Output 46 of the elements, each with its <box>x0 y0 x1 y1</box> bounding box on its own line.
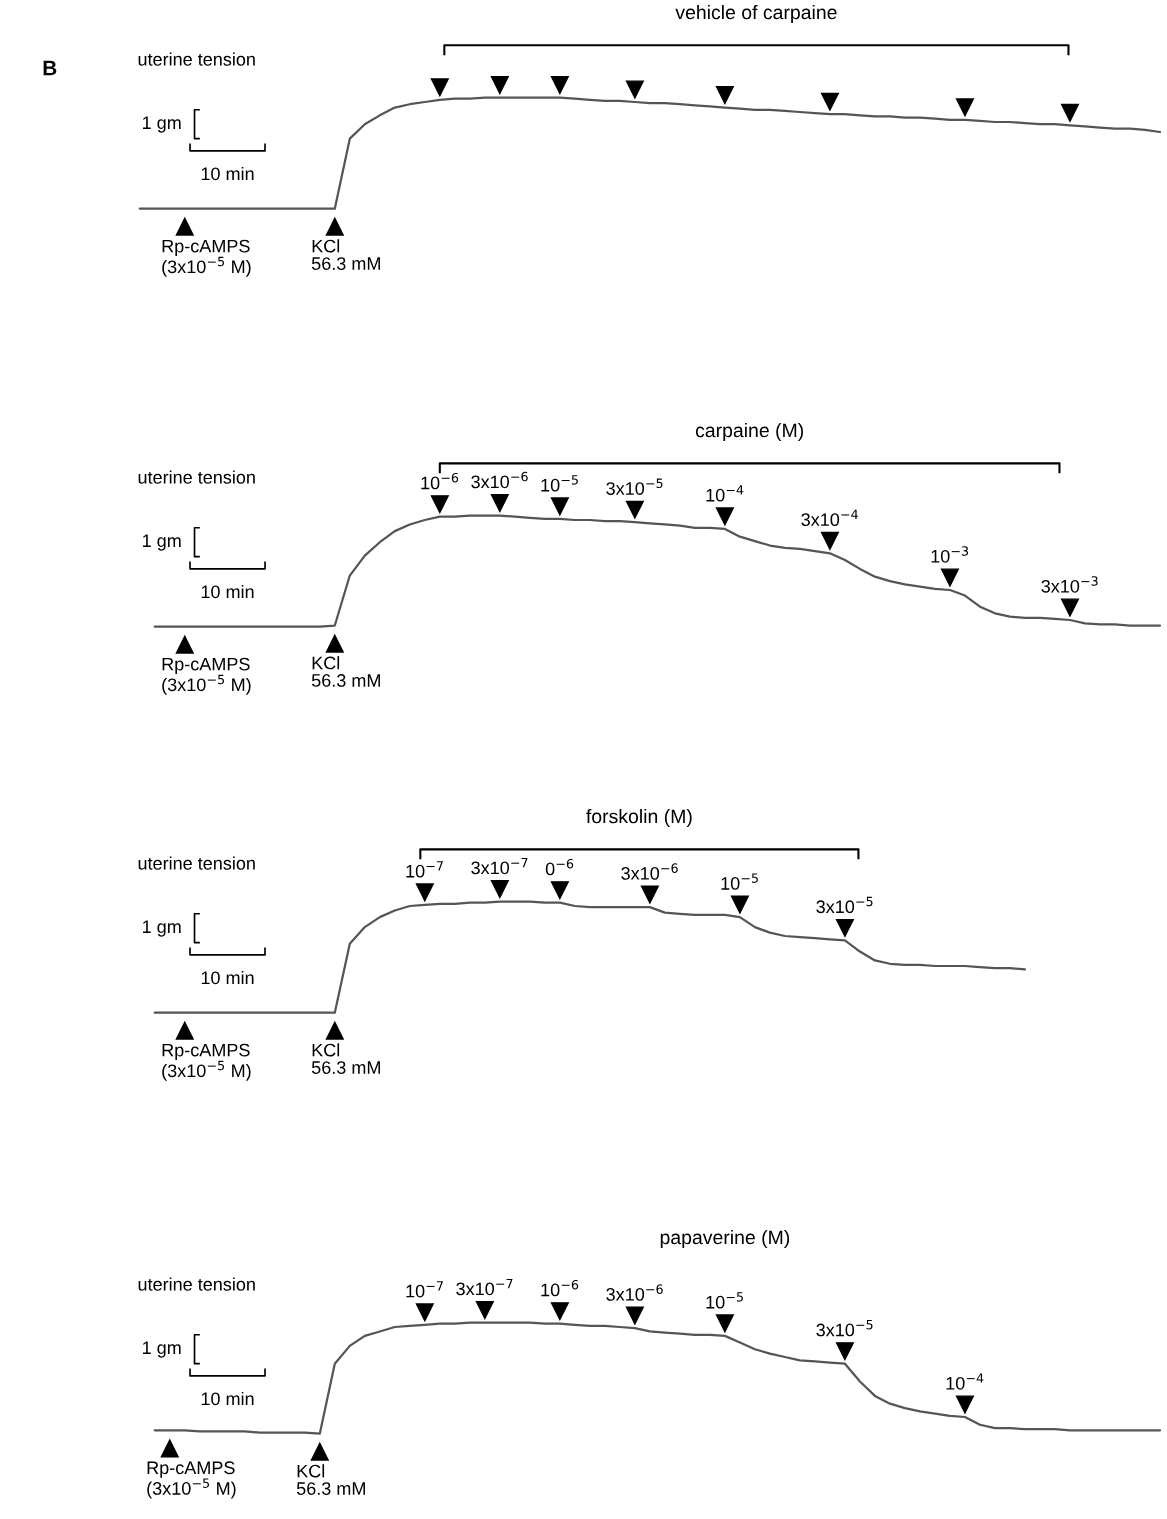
annotation: 10$^{−3}$ <box>931 546 969 563</box>
y-axis-title: uterine tension <box>138 470 255 484</box>
text: 3x10$^{−6}$ <box>621 863 678 880</box>
annotation: 10 min <box>201 584 254 599</box>
annotation: 10 min <box>201 970 254 985</box>
annotation: 1 gm <box>143 116 181 133</box>
annotation: 3x10$^{−5}$ <box>816 896 873 914</box>
text: 0$^{−6}$ <box>545 858 574 876</box>
text: 10$^{−5}$ <box>721 873 758 890</box>
text: KCl 56.3 mM <box>296 1464 365 1495</box>
text: 3x10$^{−7}$ <box>471 857 528 875</box>
annotation: 10 min <box>201 1391 254 1406</box>
text: 3x10$^{−6}$ <box>471 471 528 489</box>
chart-title: vehicle of carpaine <box>675 4 837 24</box>
text: 10$^{−5}$ <box>706 1292 743 1309</box>
annotation: 10$^{−4}$ <box>946 1373 984 1390</box>
y-axis-title: uterine tension <box>138 1277 255 1291</box>
text: KCl 56.3 mM <box>311 1043 380 1074</box>
chart-title: carpaine (M) <box>695 422 804 442</box>
text: 10$^{−4}$ <box>706 485 744 502</box>
text: Rp-cAMPS (3x10$^{−5}$ M) <box>147 1461 236 1499</box>
text: B <box>43 60 57 76</box>
annotation: 10 min <box>201 166 254 181</box>
text: 3x10$^{−7}$ <box>456 1278 513 1296</box>
annotation: 3x10$^{−4}$ <box>801 509 858 527</box>
annotation: 3x10$^{−5}$ <box>816 1320 873 1337</box>
text: KCl 56.3 mM <box>311 239 380 270</box>
chart-title: forskolin (M) <box>586 808 692 828</box>
annotation: 1 gm <box>143 1341 181 1358</box>
text: 10$^{−7}$ <box>406 861 443 878</box>
text: KCl 56.3 mM <box>311 656 380 687</box>
text: 10$^{−7}$ <box>406 1281 443 1298</box>
text: Rp-cAMPS (3x10$^{−5}$ M) <box>162 657 251 695</box>
annotation: 1 gm <box>143 920 181 937</box>
chart-title: papaverine (M) <box>660 1229 790 1249</box>
annotation: 3x10$^{−3}$ <box>1041 576 1098 593</box>
text: 10$^{−6}$ <box>421 472 459 490</box>
text: 3x10$^{−6}$ <box>606 1284 663 1301</box>
text: 10$^{−6}$ <box>541 1279 579 1297</box>
y-axis-title: uterine tension <box>138 52 255 66</box>
text: 3x10$^{−5}$ <box>606 478 663 495</box>
y-axis-title: uterine tension <box>138 856 255 870</box>
text: Rp-cAMPS (3x10$^{−5}$ M) <box>162 1043 251 1081</box>
text: Rp-cAMPS (3x10$^{−5}$ M) <box>162 239 251 277</box>
annotation: 1 gm <box>143 534 181 551</box>
text: 10$^{−5}$ <box>541 475 578 492</box>
